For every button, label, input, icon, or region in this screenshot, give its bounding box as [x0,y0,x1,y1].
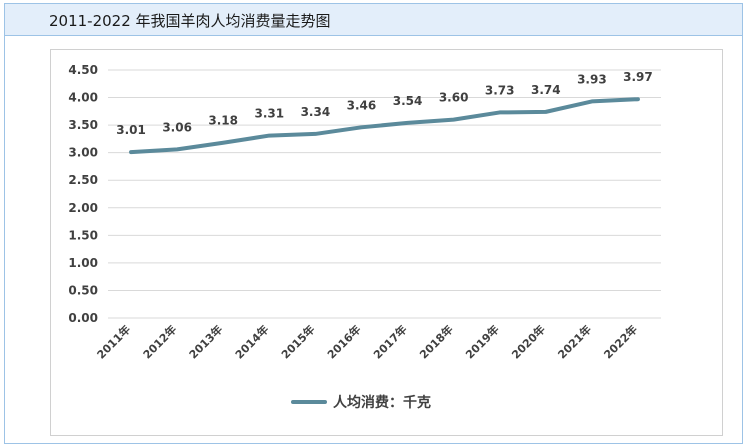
title-bar: 2011-2022 年我国羊肉人均消费量走势图 [5,4,742,36]
x-tick-label: 2019年 [462,322,501,361]
y-tick-label: 4.00 [68,91,98,105]
x-tick-label: 2012年 [140,322,179,361]
line-chart: 0.00 0.50 1.00 1.50 2.00 2.50 3.00 3.50 4.00 4.50… [68,63,661,362]
y-tick-label: 1.50 [68,228,98,242]
data-label: 3.73 [485,83,515,97]
data-label: 3.60 [439,91,469,105]
y-tick-label: 4.50 [68,63,98,77]
legend-line-swatch [291,400,327,404]
chart-frame: 2011-2022 年我国羊肉人均消费量走势图 0.00 0.50 1.00 1.50… [4,3,743,444]
data-label: 3.54 [393,94,423,108]
data-label: 3.46 [347,98,377,112]
y-tick-label: 2.00 [68,201,98,215]
y-tick-label: 3.50 [68,118,98,132]
data-label: 3.31 [254,107,284,121]
y-tick-label: 0.50 [68,283,98,297]
x-tick-label: 2022年 [601,322,640,361]
plot-area: 0.00 0.50 1.00 1.50 2.00 2.50 3.00 3.50 4.00 4.50… [50,49,723,436]
x-tick-label: 2016年 [324,322,363,361]
x-tick-label: 2013年 [186,322,225,361]
data-label: 3.06 [162,120,192,134]
data-label: 3.01 [116,123,146,137]
data-label: 3.18 [208,114,238,128]
legend-label: 人均消费：千克 [333,395,431,411]
x-tick-label: 2020年 [509,322,548,361]
y-tick-label: 1.00 [68,256,98,270]
y-tick-label: 2.50 [68,173,98,187]
series-line [129,97,640,155]
x-tick-label: 2015年 [278,322,317,361]
y-tick-label: 3.00 [68,146,98,160]
data-label: 3.93 [577,72,607,86]
x-tick-label: 2021年 [555,322,594,361]
x-tick-label: 2014年 [232,322,271,361]
x-tick-label: 2011年 [94,322,133,361]
x-tick-label: 2017年 [370,322,409,361]
data-label: 3.34 [301,105,331,119]
data-label: 3.74 [531,83,561,97]
y-tick-label: 0.00 [68,311,98,325]
legend: 人均消费：千克 [291,392,431,412]
x-tick-label: 2018年 [416,322,455,361]
chart-title: 2011-2022 年我国羊肉人均消费量走势图 [49,12,331,30]
data-label: 3.97 [623,70,653,84]
